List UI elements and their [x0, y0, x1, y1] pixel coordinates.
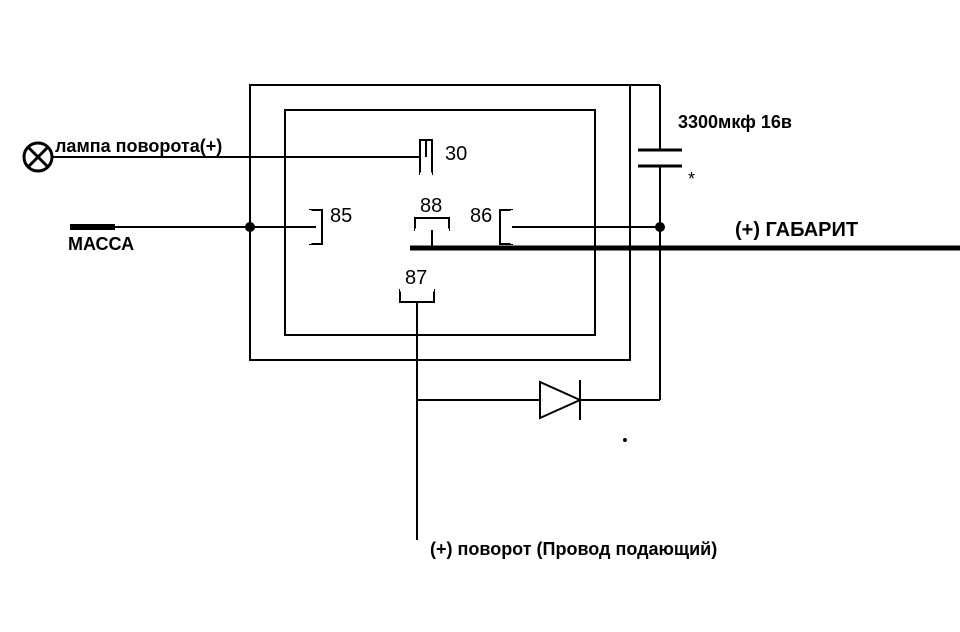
pin-87	[400, 290, 434, 302]
diode-triangle	[540, 382, 580, 418]
pin-86-label: 86	[470, 205, 492, 227]
label-lamp: лампа поворота(+)	[55, 136, 222, 156]
pin-30-label: 30	[445, 143, 467, 165]
pin-88-label: 88	[420, 195, 442, 217]
circuit-diagram: 30 85 88 86 87	[0, 0, 960, 632]
pin-88	[415, 218, 449, 230]
label-cap: 3300мкф 16в	[678, 112, 792, 132]
lamp-icon	[24, 143, 52, 171]
label-cap-star: *	[688, 169, 695, 189]
stray-dot	[623, 438, 627, 442]
pin-85-label: 85	[330, 205, 352, 227]
node-ground	[245, 222, 255, 232]
label-ground: МАССА	[68, 234, 134, 254]
pin-86	[500, 210, 512, 244]
label-turn: (+) поворот (Провод подающий)	[430, 539, 717, 559]
pin-87-label: 87	[405, 267, 427, 289]
relay-outer	[250, 85, 630, 360]
label-marker: (+) ГАБАРИТ	[735, 219, 858, 241]
